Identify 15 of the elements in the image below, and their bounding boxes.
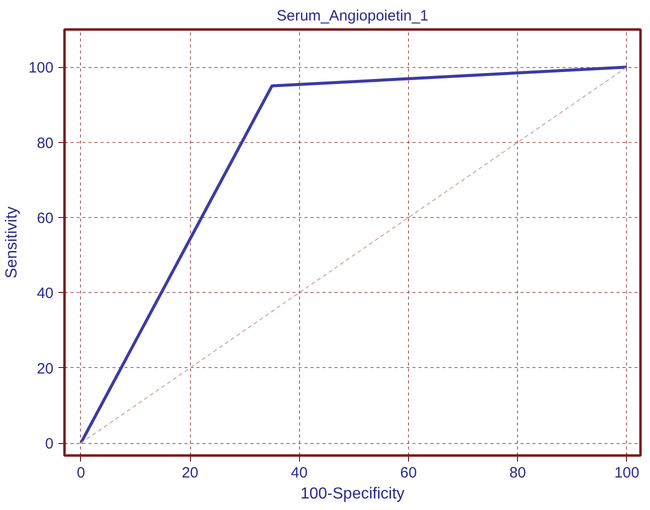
y-tick-label: 100 bbox=[28, 60, 54, 77]
y-tick-label: 20 bbox=[36, 360, 54, 378]
y-tick-label: 80 bbox=[36, 134, 54, 152]
x-tick-label: 20 bbox=[182, 464, 198, 482]
x-tick-label: 100 bbox=[614, 464, 640, 482]
x-tick-label: 80 bbox=[509, 464, 526, 482]
y-axis-title: Sensitivity bbox=[3, 206, 20, 279]
chart-title: Serum_Angiopoietin_1 bbox=[276, 8, 428, 24]
x-tick-label: 40 bbox=[290, 464, 308, 482]
y-tick-label: 40 bbox=[36, 285, 54, 302]
y-tick-label: 60 bbox=[36, 210, 54, 227]
x-tick-label: 60 bbox=[400, 464, 417, 482]
x-tick-label: 0 bbox=[76, 464, 86, 482]
x-axis-title: 100-Specificity bbox=[300, 486, 405, 502]
y-tick-label: 0 bbox=[45, 436, 54, 453]
